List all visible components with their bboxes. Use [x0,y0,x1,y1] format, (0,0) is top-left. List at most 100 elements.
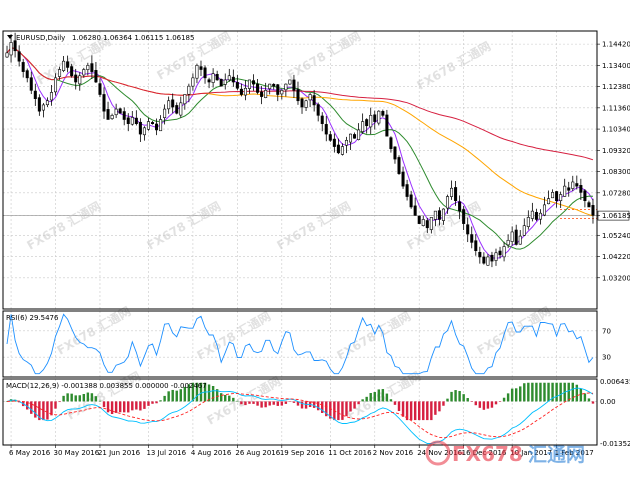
candlestick[interactable] [377,110,381,126]
candlestick[interactable] [401,166,405,189]
candlestick[interactable] [118,107,122,114]
candlestick[interactable] [54,73,58,96]
candlestick[interactable] [518,230,522,245]
candlestick[interactable] [191,73,195,91]
candlestick[interactable] [223,73,227,90]
candlestick[interactable] [542,196,546,217]
candlestick[interactable] [425,217,429,234]
candlestick[interactable] [150,121,155,125]
candlestick[interactable] [13,32,17,58]
candlestick[interactable] [320,112,324,132]
candlestick[interactable] [256,78,260,95]
candlestick[interactable] [146,117,150,131]
candlestick[interactable] [369,107,373,135]
candlestick[interactable] [41,102,45,118]
candlestick[interactable] [445,194,450,214]
candlestick[interactable] [25,68,29,83]
candlestick[interactable] [587,200,591,208]
candlestick[interactable] [163,104,167,125]
candlestick[interactable] [280,89,284,100]
candlestick[interactable] [126,113,130,132]
candlestick[interactable] [179,96,183,118]
candlestick[interactable] [417,215,421,224]
candlestick[interactable] [78,72,82,91]
candlestick[interactable] [405,179,409,201]
candlestick[interactable] [183,94,187,110]
candlestick[interactable] [510,226,514,246]
candlestick[interactable] [215,70,219,81]
candlestick[interactable] [409,190,413,209]
candlestick[interactable] [490,251,494,268]
candlestick[interactable] [227,68,231,82]
candlestick[interactable] [102,87,106,119]
candlestick[interactable] [551,189,555,199]
candlestick[interactable] [559,191,563,208]
candlestick[interactable] [106,101,110,120]
candlestick[interactable] [292,74,296,99]
candlestick[interactable] [591,198,595,224]
candlestick[interactable] [252,74,256,91]
candlestick[interactable] [45,97,49,108]
candlestick[interactable] [482,252,486,265]
candlestick[interactable] [138,118,142,142]
candlestick[interactable] [478,246,482,264]
candlestick[interactable] [498,246,502,259]
candlestick[interactable] [349,133,353,151]
candlestick[interactable] [450,180,454,200]
candlestick[interactable] [534,208,538,222]
candlestick[interactable] [17,45,21,67]
candlestick[interactable] [316,102,320,122]
candlestick[interactable] [441,208,445,225]
candlestick[interactable] [567,181,571,197]
candlestick[interactable] [5,45,9,58]
candlestick[interactable] [296,81,300,105]
candlestick[interactable] [211,68,215,88]
candlestick[interactable] [66,55,70,73]
candlestick[interactable] [260,85,264,105]
candlesticks[interactable] [5,32,595,268]
triangle-down-icon[interactable] [7,35,13,39]
candlestick[interactable] [175,102,179,115]
candlestick[interactable] [134,110,138,126]
candlestick[interactable] [199,60,203,77]
candlestick[interactable] [58,66,62,80]
candlestick[interactable] [353,132,357,139]
candlestick[interactable] [583,189,587,208]
candlestick[interactable] [526,210,530,230]
candlestick[interactable] [458,195,462,220]
candlestick[interactable] [547,190,551,205]
candlestick[interactable] [486,254,490,266]
candlestick[interactable] [203,65,207,84]
candlestick[interactable] [454,180,458,206]
candlestick[interactable] [86,62,90,76]
candlestick[interactable] [474,234,478,256]
candlestick[interactable] [300,97,304,114]
candlestick[interactable] [74,68,78,90]
candlestick[interactable] [268,83,272,95]
candlestick[interactable] [264,82,268,99]
candlestick[interactable] [70,63,74,78]
candlestick[interactable] [142,126,146,141]
candlestick[interactable] [437,207,441,226]
candlestick[interactable] [9,34,13,63]
candlestick[interactable] [328,131,332,142]
candlestick[interactable] [33,83,37,106]
candlestick[interactable] [114,103,118,119]
candlestick[interactable] [340,143,344,156]
candlestick[interactable] [530,202,534,222]
candlestick[interactable] [284,83,288,97]
candlestick[interactable] [159,115,163,132]
candlestick[interactable] [49,85,53,106]
candlestick[interactable] [207,77,211,89]
candlestick[interactable] [167,96,171,114]
candlestick[interactable] [385,109,389,137]
candlestick[interactable] [235,74,239,91]
candlestick[interactable] [470,226,474,249]
candlestick[interactable] [239,83,243,97]
candlestick[interactable] [122,107,126,126]
candlestick[interactable] [389,136,393,153]
candlestick[interactable] [94,62,98,83]
candlestick[interactable] [494,248,498,266]
candlestick[interactable] [276,84,280,102]
